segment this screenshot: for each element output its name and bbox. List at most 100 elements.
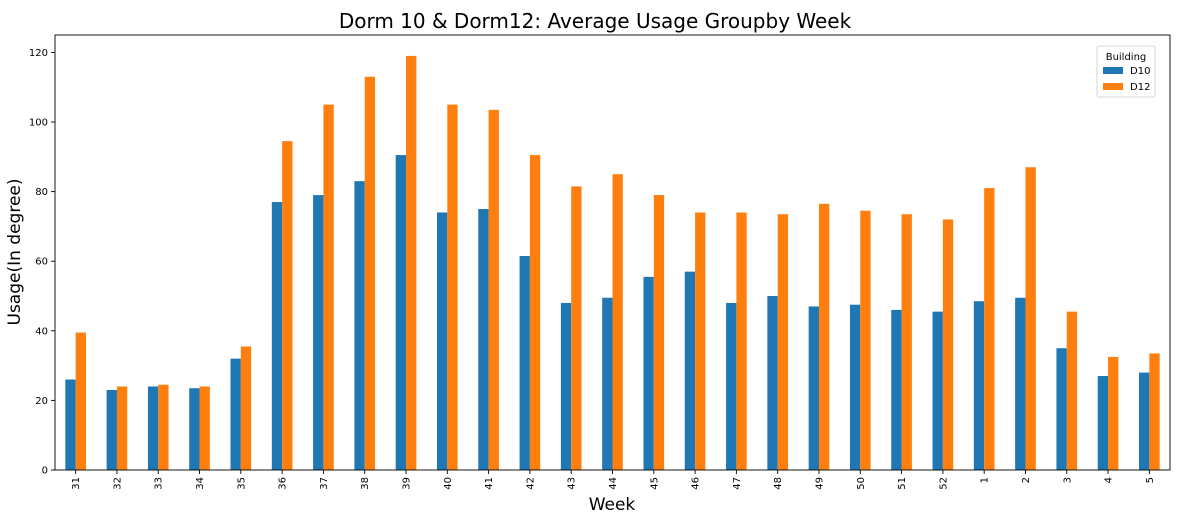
legend-title: Building	[1106, 52, 1147, 63]
bar-d10-week-43	[560, 302, 572, 470]
bar-d12-week-38	[364, 76, 376, 470]
bar-d10-week-51	[891, 309, 902, 470]
bar-d12-week-32	[116, 386, 128, 470]
x-axis: 31 32 33 34 35 36 37 38 39 40 41 42 43 44 45 46 47 48 49 50…	[71, 470, 1156, 490]
x-tick-label: 45	[649, 477, 660, 490]
x-tick-label: 48	[773, 477, 784, 490]
bar-d10-week-40	[436, 212, 448, 471]
x-tick-label: 34	[195, 477, 206, 490]
bar-d12-week-35	[240, 346, 252, 470]
bar-d10-week-33	[147, 386, 159, 470]
bar-d12-week-46	[695, 212, 706, 471]
bar-d12-week-5	[1149, 353, 1160, 470]
x-tick-label: 2	[1021, 477, 1032, 483]
bar-d12-week-49	[818, 203, 830, 470]
x-tick-label: 36	[278, 477, 289, 490]
x-tick-label: 52	[938, 477, 949, 490]
bars-group	[65, 55, 1160, 471]
plot-frame	[54, 34, 1171, 471]
x-tick-label: 44	[608, 477, 619, 490]
bar-d10-week-32	[106, 389, 117, 470]
x-tick-label: 46	[691, 477, 702, 490]
legend-swatch-d12	[1103, 83, 1123, 90]
bar-d12-week-34	[199, 386, 210, 470]
y-tick-label: 40	[35, 326, 48, 337]
bar-d10-week-39	[395, 155, 407, 470]
bar-d10-week-50	[849, 304, 861, 470]
x-tick-label: 39	[402, 477, 413, 490]
bar-d10-week-34	[189, 388, 200, 470]
bar-d12-week-50	[860, 210, 871, 471]
bar-d10-week-47	[726, 302, 737, 470]
x-tick-label: 4	[1104, 477, 1115, 483]
bar-d12-week-2	[1025, 167, 1036, 471]
x-tick-label: 42	[525, 477, 536, 490]
bar-d12-week-33	[158, 384, 169, 470]
x-axis-label: Week	[589, 495, 636, 515]
y-tick-label: 60	[35, 257, 48, 268]
legend: Building D10 D12	[1096, 45, 1156, 98]
bar-d10-week-2	[1015, 297, 1026, 470]
bar-d10-week-52	[932, 311, 943, 470]
x-tick-label: 41	[484, 477, 495, 490]
x-tick-label: 1	[980, 477, 991, 483]
bar-d12-week-48	[777, 214, 789, 470]
legend-label-d12: D12	[1130, 82, 1150, 93]
bar-d10-week-44	[602, 297, 613, 470]
x-tick-label: 47	[732, 477, 743, 490]
x-tick-label: 37	[319, 477, 330, 490]
x-tick-label: 40	[443, 477, 454, 490]
x-tick-label: 5	[1145, 477, 1156, 483]
bar-d10-week-31	[65, 379, 76, 470]
bar-d12-week-47	[736, 212, 747, 471]
bar-d12-week-37	[323, 104, 334, 470]
y-tick-label: 20	[35, 396, 48, 407]
bar-d10-week-41	[478, 209, 489, 470]
x-tick-label: 38	[360, 477, 371, 490]
bar-d12-week-43	[571, 186, 582, 470]
bar-d12-week-42	[529, 155, 541, 470]
x-tick-label: 51	[897, 477, 908, 490]
bar-d10-week-49	[808, 306, 819, 470]
legend-swatch-d10	[1103, 67, 1123, 74]
x-tick-label: 32	[112, 477, 123, 490]
y-axis-label: Usage(In degree)	[5, 179, 25, 326]
bar-d10-week-45	[643, 276, 654, 470]
x-tick-label: 50	[856, 477, 867, 490]
x-tick-label: 49	[814, 477, 825, 490]
bar-d10-week-46	[684, 271, 696, 470]
bar-d12-week-36	[282, 141, 293, 470]
bar-d10-week-36	[271, 202, 283, 471]
y-tick-label: 100	[29, 118, 48, 129]
x-tick-label: 33	[154, 477, 165, 490]
bar-d12-week-52	[942, 219, 954, 470]
bar-d10-week-3	[1056, 348, 1067, 470]
bar-d10-week-38	[354, 181, 365, 470]
x-tick-label: 3	[1062, 477, 1073, 483]
bar-d12-week-4	[1108, 356, 1119, 470]
bar-d12-week-31	[75, 332, 86, 470]
y-tick-label: 80	[35, 187, 48, 198]
x-tick-label: 43	[567, 477, 578, 490]
bar-d12-week-44	[612, 174, 623, 470]
bar-d10-week-48	[767, 296, 778, 470]
x-tick-label: 31	[71, 477, 82, 490]
bar-d12-week-41	[488, 109, 499, 470]
bar-d10-week-1	[973, 301, 985, 470]
bar-d12-week-39	[406, 55, 417, 470]
bar-d10-week-37	[313, 195, 324, 470]
bar-d12-week-1	[984, 188, 995, 470]
y-axis: 0 20 40 60 80 100 120	[29, 48, 55, 477]
bar-d10-week-4	[1097, 376, 1109, 470]
chart-title: Dorm 10 & Dorm12: Average Usage Groupby …	[339, 9, 852, 33]
x-tick-label: 35	[236, 477, 247, 490]
bar-d10-week-42	[519, 255, 530, 470]
bar-d12-week-51	[901, 214, 912, 470]
bar-d12-week-40	[447, 104, 458, 470]
y-tick-label: 120	[29, 48, 48, 59]
bar-d12-week-3	[1066, 311, 1078, 470]
bar-d10-week-5	[1139, 372, 1150, 470]
legend-label-d10: D10	[1130, 66, 1150, 77]
y-tick-label: 0	[42, 466, 48, 477]
bar-d10-week-35	[230, 358, 241, 470]
